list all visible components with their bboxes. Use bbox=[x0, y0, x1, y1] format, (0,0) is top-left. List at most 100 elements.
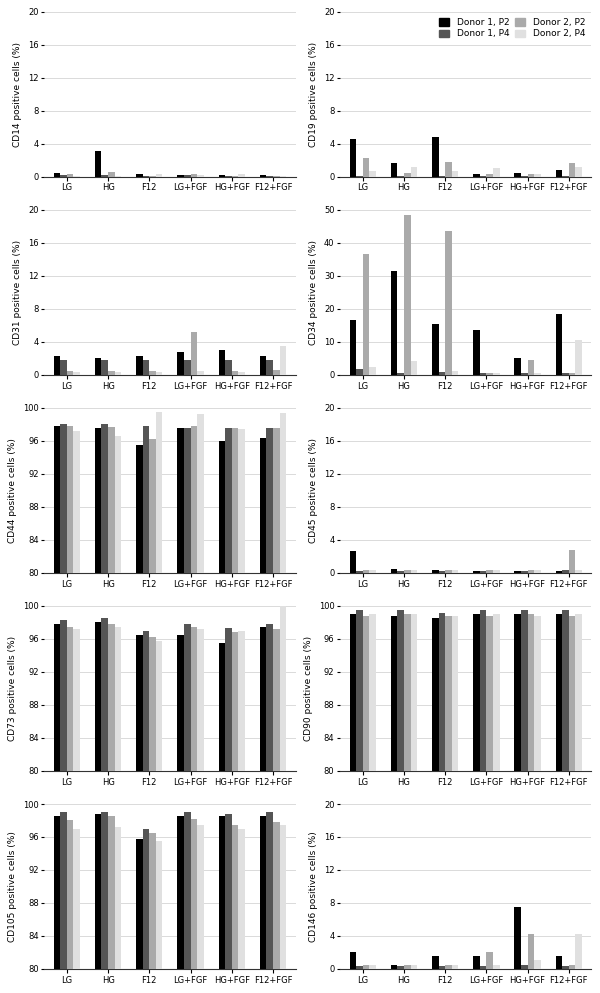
Bar bbox=[410, 964, 417, 969]
Bar bbox=[410, 167, 417, 177]
Bar bbox=[136, 445, 143, 993]
Bar bbox=[534, 960, 541, 969]
Bar bbox=[356, 966, 362, 969]
Bar bbox=[184, 812, 191, 993]
Bar bbox=[439, 966, 445, 969]
Bar bbox=[178, 635, 184, 993]
Bar bbox=[452, 570, 458, 573]
Bar bbox=[156, 841, 163, 993]
Bar bbox=[136, 635, 143, 993]
Bar bbox=[521, 571, 527, 573]
Bar bbox=[452, 371, 458, 374]
Bar bbox=[493, 168, 500, 177]
Bar bbox=[362, 616, 369, 993]
Bar bbox=[410, 615, 417, 993]
Y-axis label: CD19 positive cells (%): CD19 positive cells (%) bbox=[309, 42, 318, 147]
Bar bbox=[562, 373, 569, 374]
Bar bbox=[391, 964, 397, 969]
Bar bbox=[280, 598, 286, 993]
Bar bbox=[480, 966, 487, 969]
Bar bbox=[452, 616, 458, 993]
Bar bbox=[487, 616, 493, 993]
Bar bbox=[350, 551, 356, 573]
Bar bbox=[397, 373, 404, 374]
Bar bbox=[60, 620, 67, 993]
Bar bbox=[521, 373, 527, 374]
Bar bbox=[225, 629, 232, 993]
Bar bbox=[273, 370, 280, 374]
Bar bbox=[404, 173, 410, 177]
Bar bbox=[369, 615, 376, 993]
Bar bbox=[73, 372, 80, 374]
Bar bbox=[225, 428, 232, 993]
Bar bbox=[149, 638, 156, 993]
Bar bbox=[60, 424, 67, 993]
Bar bbox=[156, 175, 163, 177]
Y-axis label: CD44 positive cells (%): CD44 positive cells (%) bbox=[8, 438, 17, 543]
Bar bbox=[95, 151, 101, 177]
Bar bbox=[73, 431, 80, 993]
Bar bbox=[480, 610, 487, 993]
Y-axis label: CD105 positive cells (%): CD105 positive cells (%) bbox=[8, 831, 17, 941]
Bar bbox=[493, 615, 500, 993]
Bar bbox=[493, 964, 500, 969]
Bar bbox=[238, 429, 245, 993]
Bar bbox=[397, 966, 404, 969]
Bar bbox=[439, 571, 445, 573]
Bar bbox=[67, 175, 73, 177]
Bar bbox=[136, 839, 143, 993]
Bar bbox=[369, 964, 376, 969]
Bar bbox=[575, 340, 582, 374]
Bar bbox=[369, 367, 376, 374]
Bar bbox=[53, 173, 60, 177]
Bar bbox=[191, 175, 197, 177]
Bar bbox=[569, 549, 575, 573]
Bar bbox=[115, 827, 121, 993]
Bar bbox=[60, 359, 67, 374]
Bar bbox=[197, 414, 204, 993]
Bar bbox=[439, 372, 445, 374]
Bar bbox=[391, 569, 397, 573]
Bar bbox=[238, 372, 245, 374]
Bar bbox=[369, 171, 376, 177]
Bar bbox=[67, 820, 73, 993]
Bar bbox=[156, 640, 163, 993]
Bar bbox=[143, 426, 149, 993]
Bar bbox=[260, 175, 266, 177]
Bar bbox=[356, 571, 362, 573]
Bar bbox=[397, 610, 404, 993]
Bar bbox=[280, 413, 286, 993]
Bar bbox=[410, 570, 417, 573]
Bar bbox=[362, 570, 369, 573]
Bar bbox=[238, 175, 245, 177]
Bar bbox=[184, 428, 191, 993]
Y-axis label: CD146 positive cells (%): CD146 positive cells (%) bbox=[309, 831, 318, 941]
Bar bbox=[569, 964, 575, 969]
Bar bbox=[218, 176, 225, 177]
Y-axis label: CD31 positive cells (%): CD31 positive cells (%) bbox=[13, 239, 22, 345]
Bar bbox=[487, 174, 493, 177]
Bar bbox=[143, 829, 149, 993]
Bar bbox=[101, 812, 108, 993]
Bar bbox=[178, 816, 184, 993]
Bar bbox=[350, 320, 356, 374]
Bar bbox=[569, 616, 575, 993]
Bar bbox=[445, 231, 452, 374]
Bar bbox=[445, 964, 452, 969]
Bar bbox=[432, 619, 439, 993]
Bar bbox=[445, 570, 452, 573]
Bar bbox=[473, 956, 480, 969]
Bar bbox=[556, 956, 562, 969]
Bar bbox=[404, 615, 410, 993]
Bar bbox=[514, 907, 521, 969]
Bar bbox=[260, 356, 266, 374]
Bar bbox=[452, 171, 458, 177]
Bar bbox=[445, 162, 452, 177]
Bar bbox=[238, 631, 245, 993]
Bar bbox=[534, 373, 541, 374]
Bar bbox=[514, 571, 521, 573]
Bar bbox=[53, 624, 60, 993]
Bar bbox=[575, 615, 582, 993]
Bar bbox=[260, 438, 266, 993]
Y-axis label: CD14 positive cells (%): CD14 positive cells (%) bbox=[13, 42, 22, 147]
